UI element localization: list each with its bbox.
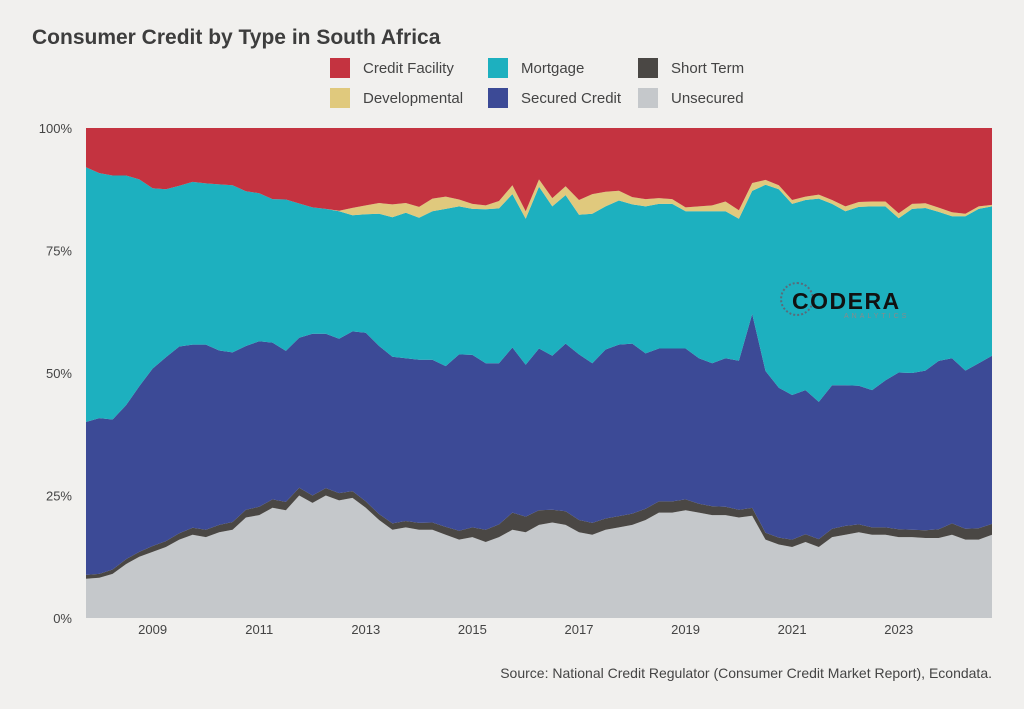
x-tick-label: 2017 xyxy=(565,622,594,637)
legend-item-credit-facility: Credit Facility xyxy=(330,58,488,78)
legend-label: Credit Facility xyxy=(363,59,454,77)
legend-label: Secured Credit xyxy=(521,89,622,107)
x-tick-label: 2021 xyxy=(778,622,807,637)
legend-item-mortgage: Mortgage xyxy=(488,58,638,78)
x-tick-label: 2009 xyxy=(138,622,167,637)
legend: Credit Facility Mortgage Short Term Deve… xyxy=(330,58,790,108)
legend-swatch-unsecured xyxy=(638,88,658,108)
x-tick-label: 2023 xyxy=(884,622,913,637)
x-tick-label: 2015 xyxy=(458,622,487,637)
legend-label: Developmental xyxy=(363,89,464,107)
legend-swatch-secured-credit xyxy=(488,88,508,108)
legend-label: Short Term xyxy=(671,59,745,77)
logo-subtitle: ANALYTICS xyxy=(844,313,910,320)
chart-title: Consumer Credit by Type in South Africa xyxy=(32,26,441,49)
logo-name: CODERA xyxy=(792,288,901,314)
area-unsecured xyxy=(86,495,992,618)
legend-item-secured-credit: Secured Credit xyxy=(488,88,638,108)
area-secured-credit xyxy=(86,314,992,575)
x-tick-label: 2011 xyxy=(245,622,273,637)
codera-logo: CODERA ANALYTICS xyxy=(780,280,910,322)
legend-item-developmental: Developmental xyxy=(330,88,488,108)
y-tick-label: 0% xyxy=(53,611,72,626)
legend-swatch-short-term xyxy=(638,58,658,78)
area-credit-facility xyxy=(86,128,992,214)
legend-label: Mortgage xyxy=(521,59,585,77)
legend-swatch-mortgage xyxy=(488,58,508,78)
y-tick-label: 50% xyxy=(46,366,72,381)
area-developmental xyxy=(86,167,992,219)
y-tick-label: 25% xyxy=(46,489,72,504)
x-tick-label: 2013 xyxy=(351,622,380,637)
y-tick-label: 100% xyxy=(39,121,73,136)
source-note: Source: National Credit Regulator (Consu… xyxy=(500,665,992,681)
legend-swatch-credit-facility xyxy=(330,58,350,78)
x-tick-label: 2019 xyxy=(671,622,700,637)
legend-label: Unsecured xyxy=(671,89,744,107)
legend-item-short-term: Short Term xyxy=(638,58,788,78)
legend-swatch-developmental xyxy=(330,88,350,108)
codera-logo-icon xyxy=(780,282,814,316)
y-tick-label: 75% xyxy=(46,244,72,259)
area-mortgage xyxy=(86,167,992,422)
legend-item-unsecured: Unsecured xyxy=(638,88,788,108)
